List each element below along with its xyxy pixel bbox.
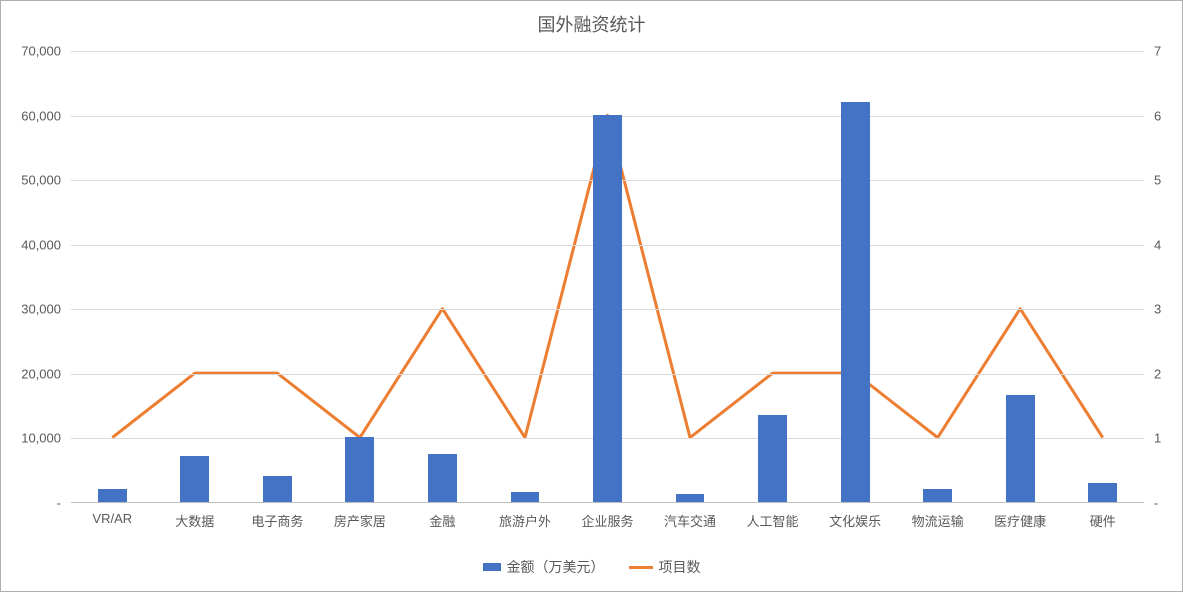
bar — [180, 456, 209, 502]
x-tick-label: 硬件 — [1090, 511, 1116, 530]
y-left-tick-label: 30,000 — [1, 302, 61, 317]
bar — [841, 102, 870, 502]
y-left-tick-label: - — [1, 496, 61, 511]
y-left-tick-label: 40,000 — [1, 237, 61, 252]
legend: 金额（万美元） 项目数 — [1, 557, 1182, 577]
bar — [923, 489, 952, 502]
x-tick-label: 大数据 — [175, 511, 214, 530]
y-right-tick-label: 7 — [1154, 44, 1161, 59]
y-left-tick-label: 50,000 — [1, 173, 61, 188]
x-tick-label: 房产家居 — [334, 511, 386, 530]
y-right-tick-label: 6 — [1154, 108, 1161, 123]
plot-area — [71, 51, 1144, 503]
y-right-tick-label: 5 — [1154, 173, 1161, 188]
gridline — [71, 51, 1144, 52]
bar — [676, 494, 705, 502]
bar — [428, 454, 457, 502]
x-tick-label: 旅游户外 — [499, 511, 551, 530]
chart-title: 国外融资统计 — [1, 1, 1182, 37]
y-right-tick-label: 1 — [1154, 431, 1161, 446]
y-left-tick-label: 60,000 — [1, 108, 61, 123]
legend-item-line: 项目数 — [629, 557, 701, 577]
y-right-tick-label: 2 — [1154, 366, 1161, 381]
x-tick-label: 物流运输 — [912, 511, 964, 530]
bar — [593, 115, 622, 502]
x-tick-label: 企业服务 — [581, 511, 633, 530]
bar — [1006, 395, 1035, 502]
x-tick-label: 电子商务 — [251, 511, 303, 530]
y-right-tick-label: 4 — [1154, 237, 1161, 252]
x-tick-label: 文化娱乐 — [829, 511, 881, 530]
x-tick-label: 金融 — [429, 511, 455, 530]
x-tick-label: 汽车交通 — [664, 511, 716, 530]
x-tick-label: 医疗健康 — [994, 511, 1046, 530]
bar — [345, 437, 374, 502]
legend-swatch-bar-icon — [483, 563, 501, 571]
legend-label-bar: 金额（万美元） — [507, 557, 605, 577]
chart-container: 国外融资统计 金额（万美元） 项目数 - 10,000 20,000 30,000 40… — [0, 0, 1183, 592]
x-tick-label: 人工智能 — [747, 511, 799, 530]
bar — [511, 492, 540, 502]
y-left-tick-label: 70,000 — [1, 44, 61, 59]
y-left-tick-label: 20,000 — [1, 366, 61, 381]
bar — [98, 489, 127, 502]
legend-item-bar: 金额（万美元） — [483, 557, 605, 577]
y-right-tick-label: - — [1154, 496, 1158, 511]
legend-swatch-line-icon — [629, 566, 653, 569]
bar — [758, 415, 787, 502]
y-left-tick-label: 10,000 — [1, 431, 61, 446]
x-tick-label: VR/AR — [92, 511, 132, 526]
y-right-tick-label: 3 — [1154, 302, 1161, 317]
bar — [1088, 483, 1117, 502]
legend-label-line: 项目数 — [659, 557, 701, 577]
bar — [263, 476, 292, 502]
